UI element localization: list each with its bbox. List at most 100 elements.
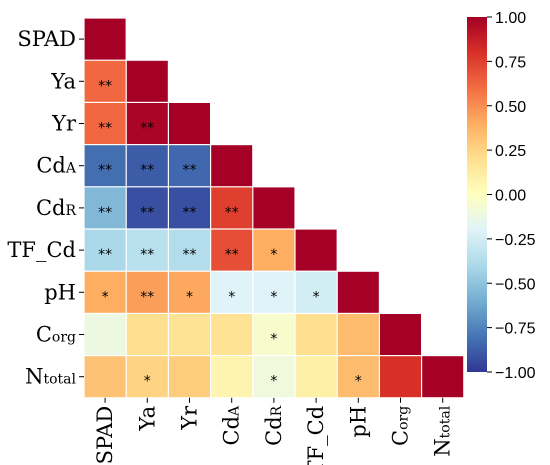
heatmap-cell-CdR-CdR [253, 187, 295, 229]
significance-marker: * [270, 247, 277, 263]
significance-marker: ** [225, 247, 239, 263]
heatmap-cell-Ntotal-Ya [126, 356, 168, 398]
heatmap-cell-Ntotal-Yr [169, 356, 210, 398]
significance-markers: **** **** ** **** ** ** **** ** ** ** ** ** * * * *** * * [98, 78, 362, 389]
heatmap-cell-TF_Cd-Yr [169, 229, 210, 271]
significance-marker: ** [225, 205, 239, 221]
significance-marker: * [102, 289, 109, 305]
heatmap-cells [84, 18, 464, 398]
heatmap-cell-pH-Yr [169, 271, 210, 313]
heatmap-cell-Yr-Yr [169, 103, 210, 144]
heatmap-cell-CdA-CdA [211, 145, 253, 187]
y-label-Ntotal: Ntotal [25, 365, 76, 389]
heatmap-cell-TF_Cd-TF_Cd [295, 229, 337, 271]
x-label-CdA: CdA [220, 405, 244, 446]
heatmap-cell-pH-CdA [211, 271, 253, 313]
heatmap-cell-TF_Cd-CdA [211, 229, 253, 271]
significance-marker: * [355, 374, 362, 390]
significance-marker: * [228, 289, 235, 305]
y-label-TF_Cd: TF_Cd [7, 238, 76, 262]
significance-marker: ** [98, 163, 112, 179]
significance-marker: ** [140, 163, 154, 179]
significance-marker: ** [98, 121, 112, 137]
x-label-CdR: CdR [262, 405, 286, 446]
colorbar-tick-label: 0.25 [495, 143, 526, 160]
significance-marker: ** [140, 121, 154, 137]
heatmap-cell-CdR-SPAD [84, 187, 126, 229]
heatmap-cell-TF_Cd-SPAD [84, 229, 126, 271]
significance-marker: * [270, 289, 277, 305]
x-label-SPAD: SPAD [93, 406, 117, 465]
y-label-Yr: Yr [51, 112, 77, 136]
heatmap-cell-Corg-Corg [380, 314, 421, 355]
x-label-Yr: Yr [178, 405, 202, 431]
heatmap-cell-CdA-Ya [126, 145, 168, 187]
heatmap-cell-CdA-SPAD [84, 145, 126, 187]
significance-marker: ** [183, 247, 197, 263]
heatmap-cell-CdR-Yr [169, 187, 210, 229]
heatmap-cell-Ntotal-Ntotal [422, 356, 464, 398]
colorbar-tick-label: −1.00 [495, 365, 536, 382]
heatmap-cell-pH-SPAD [84, 271, 126, 313]
heatmap-cell-Yr-SPAD [84, 103, 126, 144]
heatmap-cell-Corg-Ya [126, 314, 168, 355]
heatmap-cell-CdA-Yr [169, 145, 210, 187]
heatmap-cell-pH-TF_Cd [295, 271, 337, 313]
significance-marker: ** [183, 205, 197, 221]
x-label-TF_Cd: TF_Cd [304, 406, 328, 465]
colorbar-tick-label: 0.75 [495, 54, 526, 71]
heatmap-cell-Ntotal-Corg [380, 356, 421, 398]
heatmap-cell-pH-pH [337, 271, 379, 313]
significance-marker: ** [98, 78, 112, 94]
heatmap-cell-Corg-Yr [169, 314, 210, 355]
heatmap-cell-Corg-CdA [211, 314, 253, 355]
heatmap-cell-pH-Ya [126, 271, 168, 313]
heatmap-cell-Ntotal-TF_Cd [295, 356, 337, 398]
y-label-SPAD: SPAD [17, 27, 76, 51]
significance-marker: ** [140, 205, 154, 221]
heatmap-cell-pH-CdR [253, 271, 295, 313]
heatmap-cell-Ntotal-SPAD [84, 356, 126, 398]
y-label-Corg: Corg [36, 323, 76, 347]
significance-marker: ** [140, 289, 154, 305]
x-label-Corg: Corg [389, 406, 413, 446]
x-label-Ya: Ya [135, 406, 159, 432]
heatmap-cell-Corg-SPAD [84, 314, 126, 355]
significance-marker: * [313, 289, 320, 305]
significance-marker: * [270, 374, 277, 390]
heatmap-cell-Corg-TF_Cd [295, 314, 337, 355]
y-label-CdR: CdR [36, 196, 77, 220]
heatmap-cell-Corg-pH [337, 314, 379, 355]
colorbar-tick-label: −0.50 [495, 276, 536, 293]
y-label-Ya: Ya [50, 69, 76, 93]
heatmap-cell-TF_Cd-Ya [126, 229, 168, 271]
x-axis-labels: SPAD Ya Yr CdA CdR TF_Cd pH Corg Ntotal [93, 397, 455, 465]
y-label-CdA: CdA [36, 154, 77, 178]
heatmap-cell-Corg-CdR [253, 314, 295, 355]
heatmap-cell-CdR-Ya [126, 187, 168, 229]
significance-marker: * [270, 332, 277, 348]
y-axis-labels: SPAD Ya Yr CdA CdR TF_Cd pH Corg Ntotal [7, 27, 84, 389]
heatmap-cell-Yr-Ya [126, 103, 168, 144]
heatmap-cell-CdR-CdA [211, 187, 253, 229]
significance-marker: ** [183, 163, 197, 179]
significance-marker: ** [98, 247, 112, 263]
significance-marker: ** [98, 205, 112, 221]
heatmap-cell-Ntotal-CdR [253, 356, 295, 398]
colorbar-tick-label: 0.00 [495, 188, 526, 205]
x-label-Ntotal: Ntotal [431, 405, 455, 456]
heatmap-cell-Ntotal-pH [337, 356, 379, 398]
x-label-pH: pH [346, 406, 370, 438]
colorbar-tick-label: 1.00 [495, 10, 526, 27]
colorbar-tick-label: −0.75 [495, 321, 536, 338]
significance-marker: * [186, 289, 193, 305]
heatmap-cell-SPAD-SPAD [84, 18, 126, 60]
colorbar: 1.00 0.75 0.50 0.25 0.00 −0.25 −0.50 −0.75 −1.00 [467, 10, 536, 382]
colorbar-tick-label: 0.50 [495, 99, 526, 116]
significance-marker: * [144, 374, 151, 390]
y-label-pH: pH [44, 280, 76, 304]
colorbar-gradient [467, 17, 487, 372]
significance-marker: ** [140, 247, 154, 263]
heatmap-cell-Ya-Ya [126, 60, 168, 102]
